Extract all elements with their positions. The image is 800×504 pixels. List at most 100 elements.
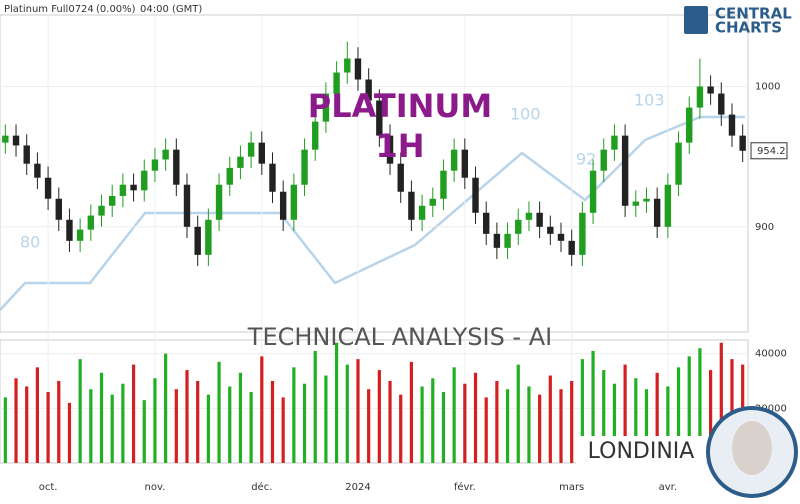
volume-bar (302, 383, 307, 463)
candle-body (493, 233, 501, 248)
volume-bar (292, 367, 296, 463)
logo-icon (684, 6, 708, 34)
overlay-timeframe: 1H (375, 127, 424, 165)
candle-body (707, 86, 714, 94)
volume-bar (260, 356, 264, 463)
candle-body (162, 149, 169, 160)
volume-bar (334, 342, 339, 463)
candle-body (23, 145, 30, 164)
volume-bar (3, 397, 7, 463)
volume-bar (698, 348, 702, 463)
candle-body (718, 93, 725, 115)
header-instrument: Platinum Full0724 (4, 4, 94, 15)
volume-bar (623, 364, 627, 463)
candle-body (579, 212, 586, 255)
volume-bar (644, 389, 649, 463)
candle-body (333, 72, 340, 94)
candle-body (365, 79, 372, 101)
volume-bar (484, 397, 488, 463)
header-time: 04:00 (GMT) (140, 4, 202, 15)
candle-body (215, 184, 223, 220)
watermark-label: 92 (576, 150, 596, 169)
volume-bar (345, 364, 349, 463)
candle-body (312, 121, 319, 150)
volume-bar (612, 383, 617, 463)
volume-bar (602, 370, 606, 463)
volume-bar (78, 359, 82, 463)
volume-bar (313, 350, 317, 463)
volume-bar (516, 364, 520, 463)
x-tick-label: avr. (659, 482, 677, 493)
volume-bar (89, 389, 93, 463)
candle-body (194, 226, 201, 255)
candle-body (675, 142, 682, 185)
x-tick-label: nov. (145, 482, 166, 493)
volume-bar (206, 394, 210, 463)
volume-bar (431, 378, 435, 463)
volume-bar (495, 381, 499, 463)
candle-body (130, 184, 137, 191)
logo-text: CENTRAL (715, 5, 792, 23)
candle-body (301, 149, 308, 185)
volume-bar (356, 359, 360, 463)
volume-bar (634, 378, 638, 463)
volume-bar (666, 386, 670, 463)
volume-bar (67, 402, 72, 463)
volume-bar (538, 394, 542, 463)
candle-body (686, 107, 693, 143)
volume-bar (591, 350, 595, 463)
volume-bar (367, 389, 371, 463)
candle-body (589, 170, 597, 213)
candle-body (34, 163, 41, 178)
candle-body (418, 205, 426, 220)
volume-bar (99, 372, 104, 463)
candle-body (611, 135, 618, 150)
candle-body (269, 163, 276, 192)
volume-bar (441, 391, 446, 463)
overlay-title: PLATINUM (308, 87, 492, 125)
logo-text: CHARTS (715, 19, 782, 37)
candle-body (739, 135, 746, 151)
brand-box (576, 436, 706, 468)
candle-body (55, 198, 62, 220)
candle-body (173, 149, 180, 185)
candle-body (397, 163, 404, 192)
candle-body (183, 184, 191, 227)
candle-body (66, 219, 73, 241)
candle-body (205, 219, 212, 255)
volume-bar (463, 383, 467, 463)
volume-bar (14, 378, 18, 463)
candle-body (408, 191, 415, 220)
volume-bar (35, 367, 40, 463)
volume-bar (580, 359, 584, 463)
volume-bar (228, 386, 232, 463)
candle-body (664, 184, 672, 227)
volume-bar (420, 386, 424, 463)
candle-body (653, 198, 661, 227)
candle-body (44, 177, 52, 199)
volume-bar (121, 383, 125, 463)
volume-bar (46, 391, 50, 463)
candle-body (621, 135, 629, 206)
x-tick-label: févr. (454, 481, 476, 493)
candle-body (258, 142, 266, 164)
volume-bar (527, 386, 531, 463)
volume-bar (559, 389, 563, 463)
candle-body (643, 198, 650, 202)
brand-text: LONDINIA (588, 439, 695, 464)
last-price-box (750, 142, 788, 160)
volume-bar (377, 370, 381, 463)
candle-body (108, 195, 116, 206)
y-tick-label: 900 (755, 222, 774, 233)
candle-body (696, 86, 704, 108)
candle-body (504, 233, 511, 248)
volume-bar (270, 381, 275, 463)
candle-body (247, 142, 255, 157)
candle-body (450, 149, 458, 171)
candle-body (440, 170, 447, 199)
volume-bar (185, 370, 189, 463)
volume-bar (399, 394, 403, 463)
candle-body (600, 149, 607, 171)
y-tick-label: 20000 (755, 403, 787, 414)
